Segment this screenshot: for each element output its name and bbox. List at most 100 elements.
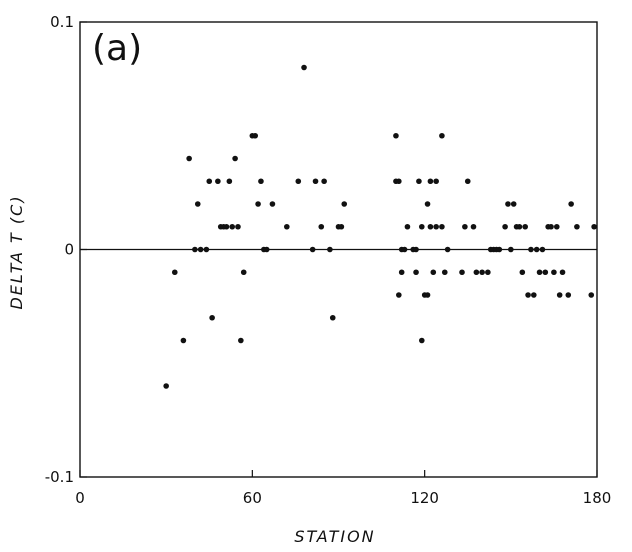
data-point <box>427 178 434 185</box>
data-point <box>312 178 319 185</box>
data-point <box>568 201 574 207</box>
data-point <box>194 201 201 207</box>
data-point <box>284 223 290 230</box>
data-point <box>502 223 508 230</box>
data-point <box>209 314 215 321</box>
data-point <box>418 337 425 344</box>
data-point <box>396 292 402 298</box>
data-point <box>203 246 210 253</box>
data-point <box>396 178 402 185</box>
data-point <box>522 223 528 230</box>
panel-label: (a) <box>92 28 142 69</box>
data-point <box>441 269 448 276</box>
data-point <box>559 269 566 276</box>
data-point <box>215 178 221 185</box>
data-point <box>439 223 445 230</box>
data-point <box>401 246 408 253</box>
data-point <box>269 201 276 207</box>
data-point <box>329 314 336 321</box>
data-point <box>430 269 437 276</box>
y-tick-label: 0.1 <box>50 13 74 31</box>
data-point <box>238 337 244 344</box>
x-tick-label: 120 <box>410 489 439 507</box>
data-point <box>551 269 557 276</box>
data-point <box>163 383 169 389</box>
data-point <box>295 178 302 185</box>
data-point <box>433 223 439 230</box>
data-point <box>539 246 546 253</box>
data-point <box>258 178 264 185</box>
data-point <box>479 269 485 276</box>
data-point <box>240 269 247 276</box>
x-axis-title: STATION <box>294 527 375 546</box>
data-point <box>327 246 333 253</box>
data-point <box>418 223 425 230</box>
data-point <box>542 269 549 276</box>
data-point <box>508 246 514 253</box>
data-point <box>519 269 526 276</box>
data-point <box>321 178 327 185</box>
data-point <box>556 292 563 298</box>
data-point <box>565 292 572 298</box>
data-point <box>444 246 451 253</box>
data-point <box>393 132 399 139</box>
data-point <box>464 178 471 185</box>
data-point <box>413 246 419 253</box>
data-point <box>510 201 517 207</box>
data-point <box>398 269 405 276</box>
data-point <box>226 178 233 185</box>
data-point <box>192 246 198 253</box>
data-point <box>197 246 204 253</box>
data-point <box>473 269 480 276</box>
data-point <box>528 246 534 253</box>
data-point <box>416 178 422 185</box>
data-point <box>171 269 178 276</box>
data-point <box>505 201 511 207</box>
data-point <box>206 178 213 185</box>
data-point <box>591 223 597 230</box>
data-point <box>574 223 580 230</box>
data-point <box>301 64 307 71</box>
data-point <box>424 201 431 207</box>
data-point <box>424 292 431 298</box>
data-point <box>439 132 445 139</box>
data-point <box>341 201 348 207</box>
data-point <box>496 246 503 253</box>
data-point <box>533 246 540 253</box>
data-point <box>531 292 537 298</box>
data-point <box>462 223 468 230</box>
data-point <box>318 223 325 230</box>
data-point <box>223 223 230 230</box>
data-point <box>252 132 259 139</box>
y-tick-label: -0.1 <box>45 468 74 486</box>
data-point <box>232 155 238 162</box>
data-point <box>525 292 531 298</box>
data-point <box>588 292 595 298</box>
data-point <box>427 223 434 230</box>
data-point <box>229 223 236 230</box>
data-point <box>553 223 560 230</box>
data-points <box>163 64 597 389</box>
x-tick-label: 180 <box>583 489 612 507</box>
data-point <box>338 223 345 230</box>
data-point <box>255 201 261 207</box>
data-point <box>433 178 439 185</box>
data-point <box>459 269 465 276</box>
data-point <box>548 223 554 230</box>
data-point <box>536 269 543 276</box>
y-tick-label: 0 <box>64 241 74 259</box>
data-point <box>180 337 187 344</box>
data-point <box>186 155 192 162</box>
data-point <box>516 223 523 230</box>
data-point <box>404 223 411 230</box>
y-axis-title: DELTA T (C) <box>7 194 26 309</box>
data-point <box>413 269 419 276</box>
data-point <box>263 246 270 253</box>
data-point <box>309 246 316 253</box>
x-tick-label: 0 <box>75 489 85 507</box>
data-point <box>485 269 491 276</box>
x-tick-label: 60 <box>243 489 262 507</box>
data-point <box>235 223 241 230</box>
